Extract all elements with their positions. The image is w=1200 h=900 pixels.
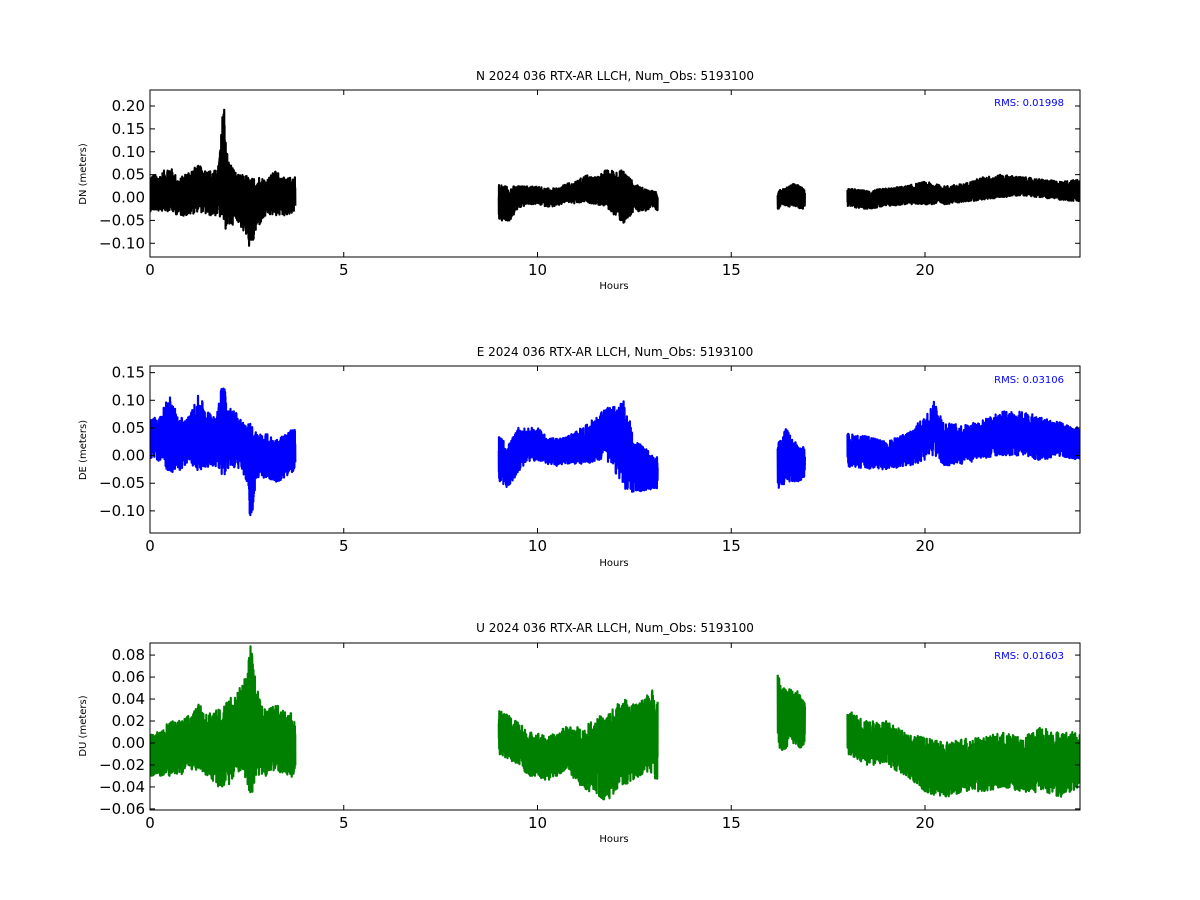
east-y-tick-label: 0.10 <box>112 391 145 409</box>
north-x-axis-label: Hours <box>599 281 628 292</box>
north-series-segment-4 <box>846 173 1080 210</box>
east-y-tick-label: 0.05 <box>112 419 145 437</box>
east-chart-title: E 2024 036 RTX-AR LLCH, Num_Obs: 5193100 <box>477 345 754 359</box>
east-series-segment-3 <box>776 428 806 489</box>
east-x-tick-label: 15 <box>722 537 741 555</box>
north-y-axis-label: DN (meters) <box>78 143 89 205</box>
north-y-tick-label: 0.00 <box>112 189 145 207</box>
up-y-tick-label: −0.04 <box>99 778 145 796</box>
north-x-tick-label: 5 <box>339 261 349 279</box>
north-x-tick-label: 10 <box>528 261 547 279</box>
north-y-tick-label: −0.05 <box>99 211 145 229</box>
east-panel: E 2024 036 RTX-AR LLCH, Num_Obs: 5193100… <box>78 345 1081 569</box>
north-x-tick-label: 15 <box>722 261 741 279</box>
north-y-tick-label: 0.15 <box>112 120 145 138</box>
east-x-tick-label: 0 <box>145 537 155 555</box>
east-rms-annotation: RMS: 0.03106 <box>994 375 1064 386</box>
north-y-tick-label: 0.05 <box>112 166 145 184</box>
east-x-axis-label: Hours <box>599 558 628 569</box>
north-series <box>150 108 1080 247</box>
north-series-segment-3 <box>776 183 806 210</box>
up-chart-title: U 2024 036 RTX-AR LLCH, Num_Obs: 5193100 <box>476 621 754 635</box>
east-y-axis-label: DE (meters) <box>78 420 89 480</box>
north-rms-annotation: RMS: 0.01998 <box>994 98 1064 109</box>
north-series-segment-2 <box>497 169 659 224</box>
north-axes-frame <box>149 89 1081 258</box>
up-y-tick-label: 0.02 <box>112 712 145 730</box>
east-y-tick-label: −0.05 <box>99 474 145 492</box>
north-y-tick-label: 0.10 <box>112 143 145 161</box>
east-axes-frame <box>149 365 1081 534</box>
up-series-segment-4 <box>846 711 1080 798</box>
up-series-segment-2 <box>497 689 659 801</box>
north-series-segment-1 <box>150 108 297 247</box>
up-y-tick-label: −0.02 <box>99 756 145 774</box>
north-y-tick-label: 0.20 <box>112 97 145 115</box>
up-x-tick-label: 20 <box>915 814 934 832</box>
east-y-tick-label: 0.15 <box>112 364 145 382</box>
north-x-tick-label: 0 <box>145 261 155 279</box>
up-series-segment-3 <box>776 674 806 751</box>
up-x-tick-label: 10 <box>528 814 547 832</box>
east-series <box>150 387 1080 517</box>
north-x-tick-label: 20 <box>915 261 934 279</box>
up-x-tick-label: 0 <box>145 814 155 832</box>
up-rms-annotation: RMS: 0.01603 <box>994 651 1064 662</box>
north-y-tick-label: −0.10 <box>99 234 145 252</box>
up-y-axis-label: DU (meters) <box>78 695 89 756</box>
east-x-tick-label: 20 <box>915 537 934 555</box>
east-x-tick-label: 5 <box>339 537 349 555</box>
east-series-segment-1 <box>150 387 297 517</box>
up-series-segment-1 <box>150 645 297 794</box>
up-axes-frame <box>149 642 1081 811</box>
up-y-tick-label: −0.06 <box>99 800 145 818</box>
north-panel: N 2024 036 RTX-AR LLCH, Num_Obs: 5193100… <box>78 69 1081 292</box>
up-y-tick-label: 0.06 <box>112 668 145 686</box>
east-y-tick-label: −0.10 <box>99 502 145 520</box>
up-series <box>150 645 1080 801</box>
east-x-tick-label: 10 <box>528 537 547 555</box>
up-y-tick-label: 0.08 <box>112 646 145 664</box>
up-x-tick-label: 5 <box>339 814 349 832</box>
up-x-tick-label: 15 <box>722 814 741 832</box>
up-y-tick-label: 0.00 <box>112 734 145 752</box>
east-series-segment-4 <box>846 400 1080 471</box>
east-y-tick-label: 0.00 <box>112 447 145 465</box>
up-x-axis-label: Hours <box>599 834 628 845</box>
up-y-tick-label: 0.04 <box>112 690 145 708</box>
north-chart-title: N 2024 036 RTX-AR LLCH, Num_Obs: 5193100 <box>476 69 754 83</box>
up-panel: U 2024 036 RTX-AR LLCH, Num_Obs: 5193100… <box>78 621 1081 845</box>
east-series-segment-2 <box>497 400 659 493</box>
